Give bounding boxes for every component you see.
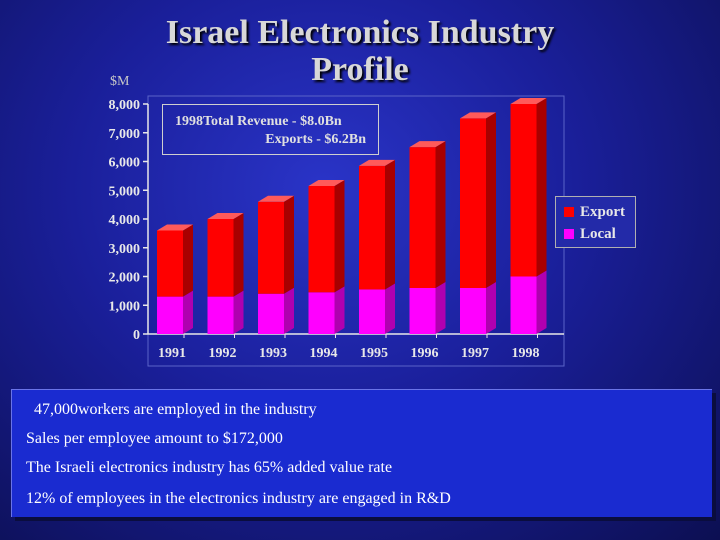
bar-front [207, 296, 234, 334]
bar-side [536, 270, 547, 334]
x-tick-label: 1998 [512, 346, 540, 361]
bar-export-1994 [308, 179, 345, 293]
x-tick-label: 1991 [158, 346, 186, 361]
bar-side [233, 290, 244, 334]
chart-legend: Export Local [555, 196, 636, 248]
y-tick-label: 6,000 [109, 156, 141, 171]
legend-label-export: Export [580, 203, 625, 220]
bar-side [334, 179, 345, 293]
bar-front [510, 104, 537, 277]
bar-front [207, 219, 234, 297]
bar-top [157, 224, 193, 231]
slide-title: Israel Electronics Industry Profile [165, 14, 555, 88]
bar-front [409, 147, 436, 288]
x-tick-label: 1997 [461, 346, 489, 361]
bar-local-1995 [359, 283, 395, 334]
bar-front [359, 165, 385, 290]
y-tick-label: 8,000 [109, 98, 141, 113]
bar-local-1993 [258, 287, 294, 334]
bar-front [460, 288, 486, 334]
bar-top [258, 195, 294, 202]
bar-export-1996 [409, 141, 446, 288]
bar-side [486, 282, 496, 334]
y-tick-label: 0 [133, 328, 140, 343]
bar-side [183, 224, 193, 297]
bar-export-1991 [157, 224, 193, 297]
bar-side [385, 159, 395, 290]
x-tick-label: 1996 [411, 346, 439, 361]
legend-item-local: Local [564, 224, 616, 244]
info-workers: 47,000workers are employed in the indust… [34, 401, 317, 418]
bar-local-1994 [308, 286, 345, 334]
bar-local-1996 [409, 282, 446, 334]
bar-front [460, 118, 486, 288]
annotation-exports: Exports - $6.2Bn [265, 132, 366, 147]
y-axis-ticks: 0 1,000 2,000 3,000 4,000 5,000 6,000 7,000 8,00… [109, 98, 148, 343]
legend-swatch-export [564, 207, 574, 217]
bar-front [258, 201, 284, 294]
revenue-annotation-box: 1998Total Revenue - $8.0Bn Exports - $6.… [162, 104, 379, 155]
x-axis-ticks: 1991 1992 1993 1994 1995 1996 1997 1998 [158, 334, 540, 361]
bar-side [435, 282, 446, 334]
bar-export-1995 [359, 159, 395, 290]
bar-local-1997 [460, 282, 496, 334]
y-tick-label: 4,000 [109, 213, 141, 228]
bar-export-1993 [258, 195, 294, 294]
y-tick-label: 5,000 [109, 184, 141, 199]
y-axis-unit-label: $M [110, 74, 130, 89]
bar-side [284, 195, 294, 294]
bar-top [409, 141, 446, 148]
y-tick-label: 1,000 [109, 299, 141, 314]
bar-front [157, 230, 183, 297]
bar-side [435, 141, 446, 288]
bar-top [510, 98, 547, 104]
bar-side [233, 213, 244, 297]
bar-front [359, 289, 385, 334]
x-tick-label: 1994 [310, 346, 338, 361]
info-added-value: The Israeli electronics industry has 65%… [26, 459, 393, 476]
bar-front [409, 288, 436, 334]
y-tick-label: 3,000 [109, 242, 141, 257]
bar-side [536, 98, 547, 277]
x-tick-label: 1993 [259, 346, 287, 361]
annotation-total-revenue: 1998Total Revenue - $8.0Bn [175, 114, 342, 129]
bar-top [359, 159, 395, 166]
bar-front [510, 276, 537, 334]
legend-label-local: Local [580, 225, 616, 242]
bar-side [334, 286, 345, 334]
bar-front [308, 292, 335, 334]
legend-item-export: Export [564, 202, 625, 222]
bar-export-1997 [460, 112, 496, 288]
x-tick-label: 1992 [209, 346, 237, 361]
bar-side [486, 112, 496, 288]
bar-side [284, 287, 294, 334]
bar-front [157, 296, 183, 334]
bar-export-1998 [510, 98, 547, 277]
bar-top [460, 112, 496, 119]
bar-front [258, 293, 284, 334]
info-box: 47,000workers are employed in the indust… [11, 389, 712, 517]
bar-front [308, 185, 335, 293]
info-sales-per-employee: Sales per employee amount to $172,000 [26, 430, 283, 447]
bar-side [183, 290, 193, 334]
bar-top [308, 179, 345, 186]
bar-local-1998 [510, 270, 547, 334]
bar-local-1991 [157, 290, 193, 334]
bar-top [207, 213, 244, 219]
bar-export-1992 [207, 213, 244, 297]
bar-local-1992 [207, 290, 244, 334]
y-tick-label: 2,000 [109, 271, 141, 286]
chart-bars [157, 98, 547, 334]
y-tick-label: 7,000 [109, 127, 141, 142]
legend-swatch-local [564, 229, 574, 239]
x-tick-label: 1995 [360, 346, 388, 361]
info-rnd-share: 12% of employees in the electronics indu… [26, 490, 451, 507]
bar-side [385, 283, 395, 334]
